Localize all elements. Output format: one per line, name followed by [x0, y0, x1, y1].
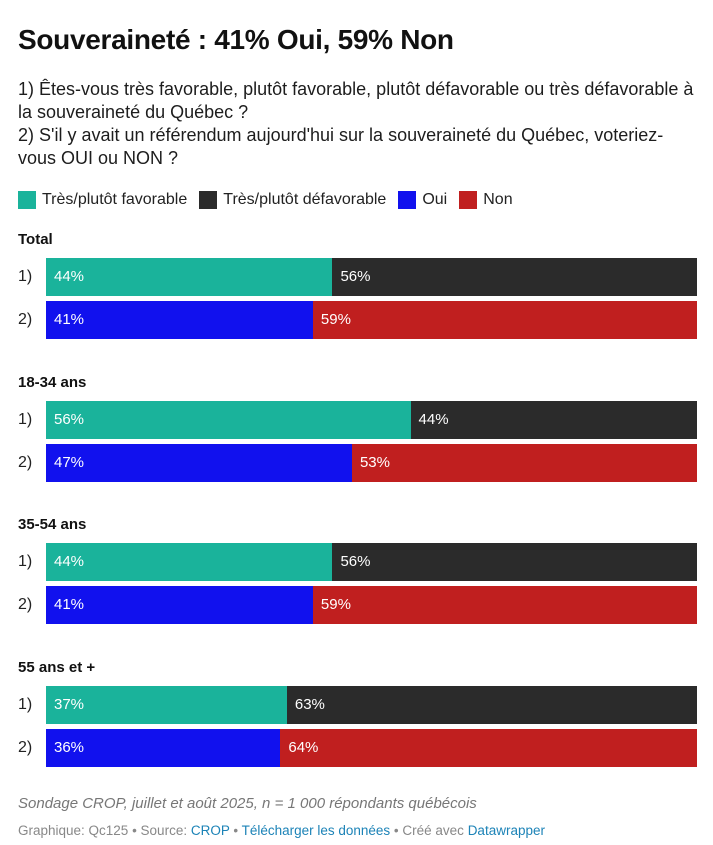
chart-subtitle: 1) Êtes-vous très favorable, plutôt favo…	[18, 78, 698, 170]
legend-label: Oui	[422, 191, 448, 208]
row-label: 1)	[18, 696, 33, 713]
bar-group: Total 1) 44% 56% 2) 41% 59%	[18, 230, 698, 339]
stacked-bar: 44% 56%	[46, 258, 697, 296]
data-label: 44%	[418, 411, 449, 428]
bar-row: 1) 37% 63%	[18, 686, 698, 724]
data-label: 53%	[359, 454, 390, 471]
bar-row: 2) 47% 53%	[18, 444, 698, 482]
question-2: 2) S'il y avait un référendum aujourd'hu…	[18, 125, 664, 168]
legend-label: Non	[483, 191, 513, 208]
row-label: 1)	[18, 553, 33, 570]
legend-swatch	[459, 191, 478, 209]
data-label: 44%	[54, 268, 85, 285]
bar-row: 2) 36% 64%	[18, 729, 698, 767]
datawrapper-link[interactable]: Datawrapper	[467, 823, 545, 838]
bar-segment: 53%	[351, 444, 697, 482]
row-label: 2)	[18, 739, 33, 756]
bar-segment: 59%	[312, 586, 697, 624]
bar-segment: 37%	[46, 686, 287, 724]
group-title: Total	[18, 231, 53, 248]
stacked-bar: 41% 59%	[46, 301, 697, 339]
data-label: 56%	[54, 411, 85, 428]
legend-swatch	[199, 191, 218, 209]
bar-group: 55 ans et + 1) 37% 63% 2) 36% 64%	[18, 658, 698, 767]
stacked-bar: 37% 63%	[46, 686, 697, 724]
bar-segment: 56%	[332, 543, 697, 581]
legend: Très/plutôt favorable Très/plutôt défavo…	[18, 191, 525, 209]
data-label: 41%	[54, 596, 85, 613]
bar-segment: 44%	[410, 401, 697, 439]
bar-segment: 36%	[46, 729, 281, 767]
data-label: 37%	[54, 696, 85, 713]
bar-segment: 41%	[46, 301, 313, 339]
bar-row: 1) 44% 56%	[18, 258, 698, 296]
group-title: 18-34 ans	[18, 374, 87, 391]
chart-title: Souveraineté : 41% Oui, 59% Non	[18, 24, 454, 55]
chart-footer: Graphique: Qc125 • Source: CROP • Téléch…	[18, 823, 545, 838]
row-label: 2)	[18, 311, 33, 328]
bar-group: 35-54 ans 1) 44% 56% 2) 41% 59%	[18, 515, 698, 624]
data-label: 63%	[294, 696, 325, 713]
download-data-link[interactable]: Télécharger les données	[241, 823, 391, 838]
data-label: 59%	[320, 311, 351, 328]
legend-item-favorable: Très/plutôt favorable	[18, 191, 187, 209]
group-title: 55 ans et +	[18, 659, 96, 676]
legend-label: Très/plutôt favorable	[42, 191, 188, 208]
legend-swatch	[18, 191, 36, 209]
chart-note: Sondage CROP, juillet et août 2025, n = …	[18, 795, 477, 812]
bar-segment: 59%	[312, 301, 697, 339]
row-label: 2)	[18, 454, 33, 471]
bar-segment: 56%	[332, 258, 697, 296]
row-label: 2)	[18, 596, 33, 613]
footer-separator: •	[229, 823, 242, 838]
bar-segment: 41%	[46, 586, 313, 624]
bar-group: 18-34 ans 1) 56% 44% 2) 47% 53%	[18, 373, 698, 482]
legend-item-non: Non	[459, 191, 513, 209]
data-label: 59%	[320, 596, 351, 613]
stacked-bar: 36% 64%	[46, 729, 697, 767]
bar-segment: 56%	[46, 401, 411, 439]
bar-segment: 44%	[46, 543, 333, 581]
bar-segment: 47%	[46, 444, 352, 482]
row-label: 1)	[18, 268, 33, 285]
source-link[interactable]: CROP	[190, 823, 230, 838]
data-label: 47%	[54, 454, 85, 471]
footer-credit: Graphique: Qc125 • Source:	[18, 823, 191, 838]
bar-row: 2) 41% 59%	[18, 301, 698, 339]
data-label: 56%	[340, 268, 371, 285]
legend-item-defavorable: Très/plutôt défavorable	[199, 191, 386, 209]
stacked-bar: 41% 59%	[46, 586, 697, 624]
group-title: 35-54 ans	[18, 516, 87, 533]
data-label: 44%	[54, 553, 85, 570]
stacked-bar: 56% 44%	[46, 401, 697, 439]
data-label: 36%	[54, 739, 85, 756]
legend-label: Très/plutôt défavorable	[223, 191, 387, 208]
data-label: 41%	[54, 311, 85, 328]
question-1: 1) Êtes-vous très favorable, plutôt favo…	[18, 79, 694, 122]
footer-separator: • Créé avec	[390, 823, 468, 838]
legend-item-oui: Oui	[398, 191, 447, 209]
bar-row: 1) 44% 56%	[18, 543, 698, 581]
bar-segment: 64%	[280, 729, 697, 767]
bar-row: 2) 41% 59%	[18, 586, 698, 624]
stacked-bar: 47% 53%	[46, 444, 697, 482]
stacked-bar: 44% 56%	[46, 543, 697, 581]
bar-segment: 63%	[286, 686, 697, 724]
bar-segment: 44%	[46, 258, 333, 296]
row-label: 1)	[18, 411, 33, 428]
bar-row: 1) 56% 44%	[18, 401, 698, 439]
data-label: 64%	[288, 739, 319, 756]
legend-swatch	[398, 191, 417, 209]
data-label: 56%	[340, 553, 371, 570]
